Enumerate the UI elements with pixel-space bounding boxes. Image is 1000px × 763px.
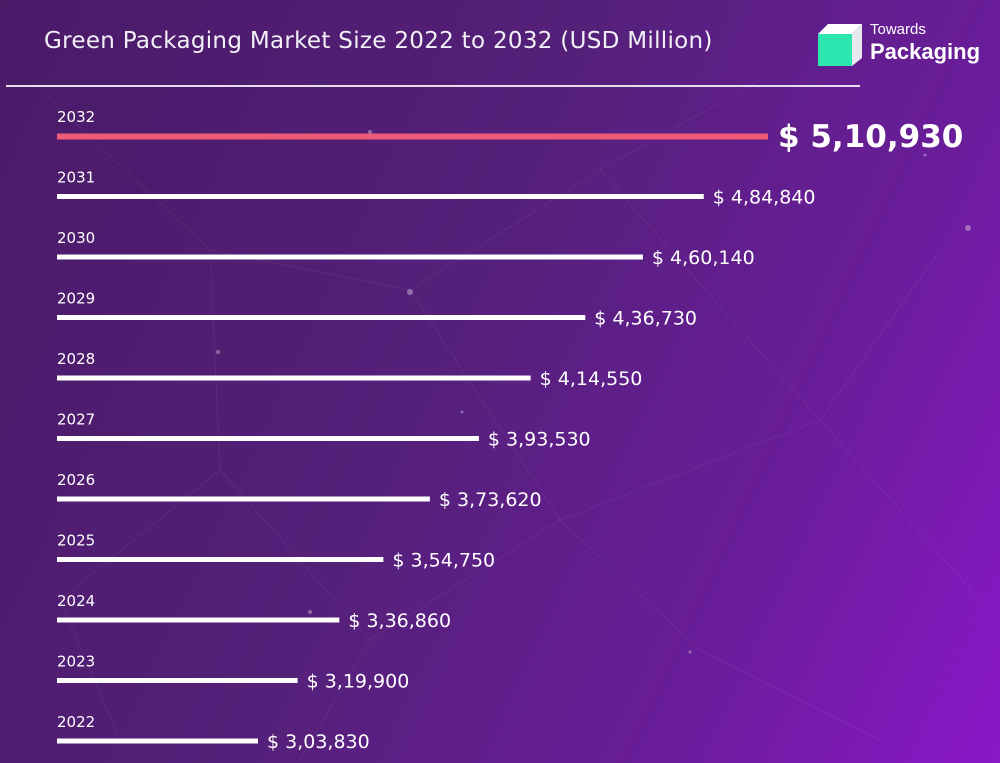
bar-2032: [57, 133, 768, 140]
bar-2031: [57, 194, 704, 199]
value-label-2025: $ 3,54,750: [392, 550, 495, 572]
logo-cube-icon: [818, 24, 862, 66]
bar-2027: [57, 436, 479, 441]
bar-2024: [57, 617, 340, 623]
value-label-2028: $ 4,14,550: [540, 368, 643, 390]
year-label-2028: 2028: [57, 350, 95, 368]
chart-title: Green Packaging Market Size 2022 to 2032…: [44, 28, 713, 54]
bar-2022: [57, 738, 258, 744]
year-label-2032: 2032: [57, 108, 95, 126]
bar-2028: [57, 375, 531, 381]
value-label-2029: $ 4,36,730: [594, 308, 697, 330]
title-divider: [6, 85, 860, 87]
bar-2026: [57, 496, 430, 502]
year-label-2027: 2027: [57, 411, 95, 429]
year-label-2022: 2022: [57, 713, 95, 731]
value-label-2030: $ 4,60,140: [652, 247, 755, 269]
bar-2023: [57, 678, 298, 683]
value-label-2026: $ 3,73,620: [439, 489, 542, 511]
logo-text-packaging: Packaging: [870, 39, 981, 64]
value-label-2024: $ 3,36,860: [348, 610, 451, 632]
value-label-2031: $ 4,84,840: [713, 187, 816, 209]
value-label-2032: $ 5,10,930: [778, 119, 963, 155]
value-label-2023: $ 3,19,900: [307, 671, 410, 693]
year-label-2026: 2026: [57, 471, 95, 489]
year-label-2031: 2031: [57, 169, 95, 187]
bar-2029: [57, 315, 586, 320]
year-label-2030: 2030: [57, 229, 95, 247]
bar-2030: [57, 254, 643, 260]
value-label-2022: $ 3,03,830: [267, 731, 370, 753]
value-label-2027: $ 3,93,530: [488, 429, 591, 451]
year-label-2023: 2023: [57, 653, 95, 671]
logo-text-towards: Towards: [870, 21, 926, 38]
year-label-2024: 2024: [57, 592, 95, 610]
bar-2025: [57, 557, 384, 562]
brand-logo: Towards Packaging: [818, 18, 988, 68]
year-label-2029: 2029: [57, 290, 95, 308]
year-label-2025: 2025: [57, 532, 95, 550]
